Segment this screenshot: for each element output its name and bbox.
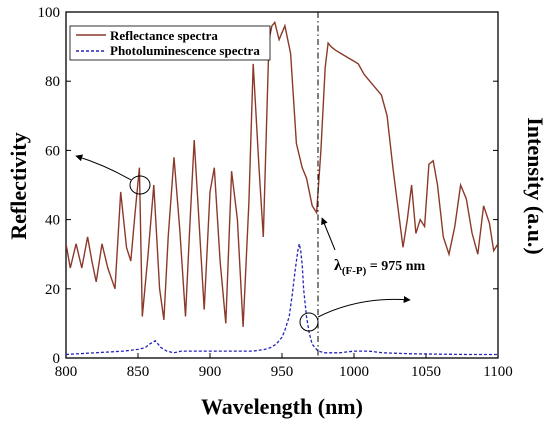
photoluminescence-series-line (66, 243, 498, 356)
y-axis: 0 20 40 60 80 100 (38, 5, 498, 367)
x-tick-label: 800 (55, 364, 78, 380)
x-tick-label: 1100 (483, 364, 512, 380)
x-axis: 800 850 900 950 1000 1050 1100 (55, 353, 513, 380)
photoluminescence-arrow (317, 296, 411, 318)
y-axis-title: Reflectivity (6, 132, 31, 240)
legend: Reflectance spectra Photoluminescence sp… (69, 25, 271, 61)
y-tick-label: 20 (45, 282, 60, 298)
reflectance-arrow (75, 154, 132, 181)
reflectance-circle-marker (129, 175, 151, 195)
legend-label-reflectance: Reflectance spectra (110, 28, 218, 43)
y-tick-label: 0 (53, 351, 61, 367)
y-tick-label: 80 (45, 74, 60, 90)
plot-frame (65, 11, 499, 359)
x-tick-label: 950 (271, 364, 294, 380)
y-tick-label: 40 (45, 213, 60, 229)
legend-box (69, 25, 271, 61)
x-tick-label: 900 (199, 364, 222, 380)
y-tick-label: 60 (45, 143, 60, 159)
x-axis-title: Wavelength (nm) (201, 394, 363, 419)
legend-label-photoluminescence: Photoluminescence spectra (110, 43, 260, 58)
x-tick-label: 850 (127, 364, 150, 380)
photoluminescence-circle-marker (299, 312, 319, 332)
y2-axis-title: Intensity (a.u.) (523, 117, 548, 255)
x-tick-label: 1000 (339, 364, 369, 380)
reflectance-series-line (66, 20, 498, 327)
y-tick-label: 100 (38, 5, 61, 21)
fp-wavelength-label: λ(F-P) = 975 nm (334, 257, 426, 277)
x-tick-label: 1050 (411, 364, 441, 380)
fp-label-arrow (321, 217, 336, 251)
